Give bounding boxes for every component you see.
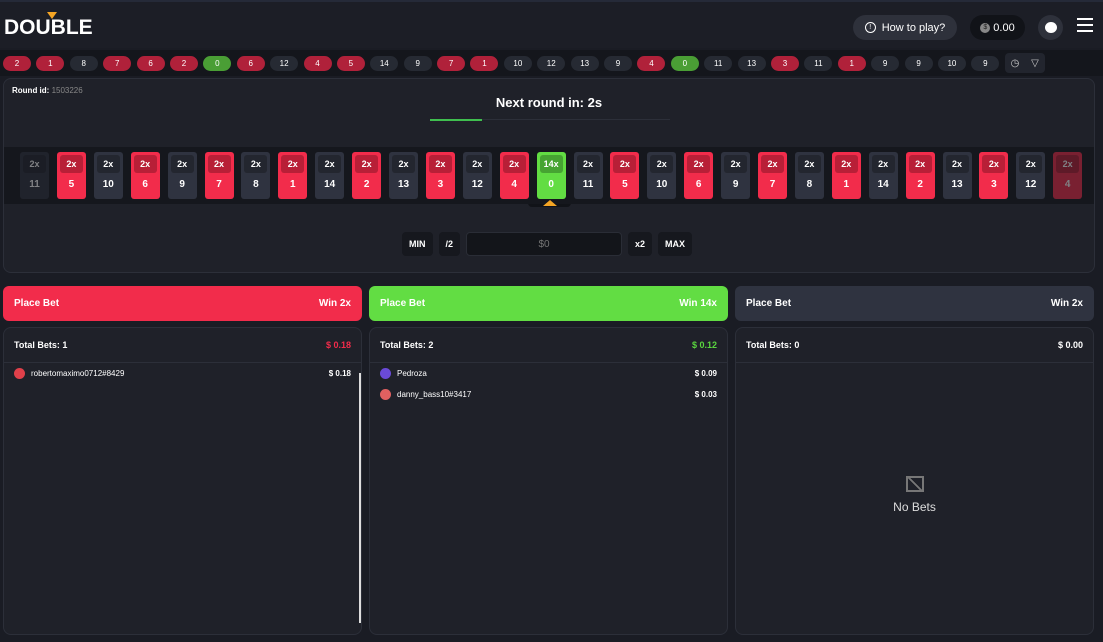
avatar [380,368,391,379]
double-button[interactable]: x2 [628,232,653,256]
history-result: 9 [604,55,633,71]
round-id: Round id: 1503226 [12,86,83,95]
no-bets: No Bets [736,476,1093,514]
place-bet-button[interactable]: Place Bet Win 14x [369,286,728,321]
reel-tile: 2x 4 [499,152,529,199]
history-controls[interactable]: ◷ ▽ [1004,53,1045,73]
history-result: 10 [503,55,532,71]
reel-tile: 2x 10 [93,152,123,199]
reel-tile: 2x 14 [868,152,898,199]
reel-tile: 2x 5 [56,152,86,199]
reel-tile: 2x 4 [1053,152,1083,199]
bets-list: Total Bets: 2 $ 0.12 Pedroza $ 0.09 danny_ba… [369,327,728,635]
history-result: 6 [236,55,265,71]
history-result: 0 [203,55,232,71]
half-button[interactable]: /2 [438,232,461,256]
reel-tile: 2x 2 [352,152,382,199]
bet-row: danny_bass10#3417 $ 0.03 [370,384,727,405]
reel-tile: 2x 8 [794,152,824,199]
bet-row: Pedroza $ 0.09 [370,363,727,384]
history-result: 14 [370,55,399,71]
history-result: 11 [804,55,833,71]
history-result: 10 [937,55,966,71]
header: DOUBLE ! How to play? $0.00 [0,0,1103,48]
reel-tile: 2x 9 [721,152,751,199]
reel-tile: 2x 14 [315,152,345,199]
history-result: 13 [570,55,599,71]
bet-row: robertomaximo0712#8429 $ 0.18 [4,363,361,384]
history-result: 4 [303,55,332,71]
reel-tile: 2x 10 [647,152,677,199]
history-result: 13 [737,55,766,71]
pointer-arrow-icon [543,200,557,206]
scrollbar[interactable] [359,373,361,623]
bets-list: Total Bets: 1 $ 0.18 robertomaximo0712#842… [3,327,362,635]
reel-tile: 2x 2 [905,152,935,199]
coin-icon: $ [980,22,991,33]
bets-list: Total Bets: 0 $ 0.00 No Bets [735,327,1094,635]
reel-tile: 2x 3 [979,152,1009,199]
reel-tile: 2x 12 [1016,152,1046,199]
max-button[interactable]: MAX [658,232,693,256]
roulette-reel: 2x 11 2x 5 2x 10 2x 6 2x 9 2x 7 2x 8 2x 1 2x 14 2x 2 2x 13 2x 3… [4,147,1094,204]
history-result: 5 [336,55,365,71]
info-icon: ! [864,22,876,33]
reel-tile: 2x 12 [462,152,492,199]
history-result: 11 [704,55,733,71]
history-result: 6 [136,55,165,71]
logo-triangle-icon [47,12,57,19]
history-bar: 2 1 8 7 6 2 0 6 12 4 5 14 9 7 1 10 12 13 9 4 0 11 13 3 11 1 9 9 10 9 ◷… [0,50,1103,76]
reel-tile: 2x 6 [684,152,714,199]
history-result: 4 [637,55,666,71]
reel-tile: 2x 11 [20,152,49,199]
reel-tile: 2x 13 [389,152,418,199]
no-bets-icon [905,476,924,492]
history-result: 9 [871,55,900,71]
menu-icon[interactable] [1077,18,1093,36]
reel-tile: 2x 3 [425,152,455,199]
reel-tile: 2x 5 [610,152,640,199]
reel-tile: 2x 9 [167,152,197,199]
next-round-timer: Next round in: 2s [495,95,603,110]
history-result: 12 [270,55,299,71]
history-result: 1 [36,55,65,71]
round-panel: Round id: 1503226 Next round in: 2s 2x 11… [3,78,1095,273]
avatar [14,368,25,379]
history-result: 2 [3,55,31,71]
balance-button[interactable]: $0.00 [970,15,1025,40]
reel-tile: 2x 7 [758,152,787,199]
chat-button[interactable] [1038,15,1063,40]
reel-tile: 2x 1 [831,152,861,199]
history-result: 9 [971,55,1000,71]
history-result: 9 [904,55,933,71]
history-result: 2 [169,55,198,71]
clock-icon[interactable]: ◷ [1010,57,1020,69]
avatar [380,389,391,400]
logo[interactable]: DOUBLE [4,12,93,40]
chevron-down-icon[interactable]: ▽ [1031,57,1039,69]
place-bet-button[interactable]: Place Bet Win 2x [3,286,362,321]
reel-tile: 14x 0 [536,152,566,199]
history-result: 9 [403,55,432,71]
history-result: 7 [103,55,132,71]
reel-tile: 2x 11 [573,152,603,199]
min-button[interactable]: MIN [402,232,433,256]
history-result: 0 [670,55,699,71]
reel-tile: 2x 6 [130,152,160,199]
history-result: 8 [69,55,98,71]
reel-tile: 2x 8 [241,152,271,199]
reel-tile: 2x 7 [204,152,234,199]
history-result: 3 [770,55,799,71]
history-result: 7 [437,55,466,71]
bet-amount-input[interactable] [466,232,623,256]
history-result: 1 [470,55,499,71]
reel-tile: 2x 1 [278,152,308,199]
reel-tile: 2x 13 [942,152,972,199]
how-to-play-button[interactable]: ! How to play? [853,15,957,40]
chat-icon [1044,22,1057,33]
timer-progress [430,119,670,121]
history-result: 12 [537,55,566,71]
place-bet-button[interactable]: Place Bet Win 2x [735,286,1094,321]
history-result: 1 [837,55,866,71]
